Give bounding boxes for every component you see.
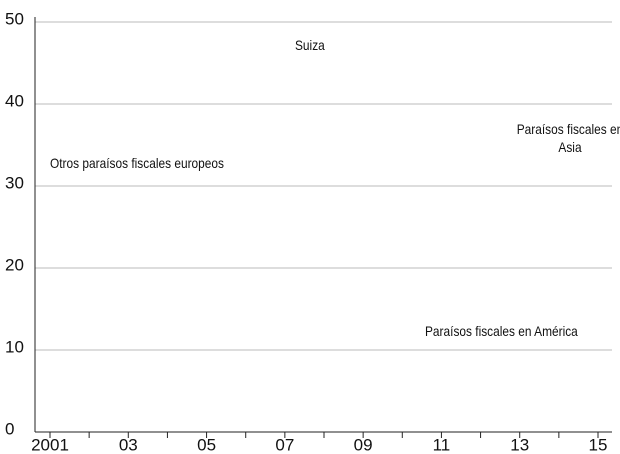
x-tick-label: 05: [197, 435, 216, 454]
y-tick-label: 30: [5, 173, 24, 192]
y-tick-label: 0: [5, 419, 14, 438]
series-label: Paraísos fiscales en América: [425, 323, 578, 339]
y-tick-label: 10: [5, 337, 24, 356]
x-tick-label: 03: [119, 435, 138, 454]
series-label: Suiza: [295, 37, 325, 53]
x-tick-label: 13: [510, 435, 529, 454]
x-tick-label: 09: [354, 435, 373, 454]
x-tick-label: 2001: [31, 435, 69, 454]
x-tick-label: 11: [433, 435, 451, 454]
y-tick-label: 50: [5, 9, 24, 28]
y-tick-label: 40: [5, 91, 24, 110]
x-tick-label: 15: [589, 435, 608, 454]
y-tick-label: 20: [5, 255, 24, 274]
series-label: Otros paraísos fiscales europeos: [50, 155, 224, 171]
x-tick-label: 07: [275, 435, 294, 454]
series-label: Paraísos fiscales en Asia: [516, 121, 620, 155]
